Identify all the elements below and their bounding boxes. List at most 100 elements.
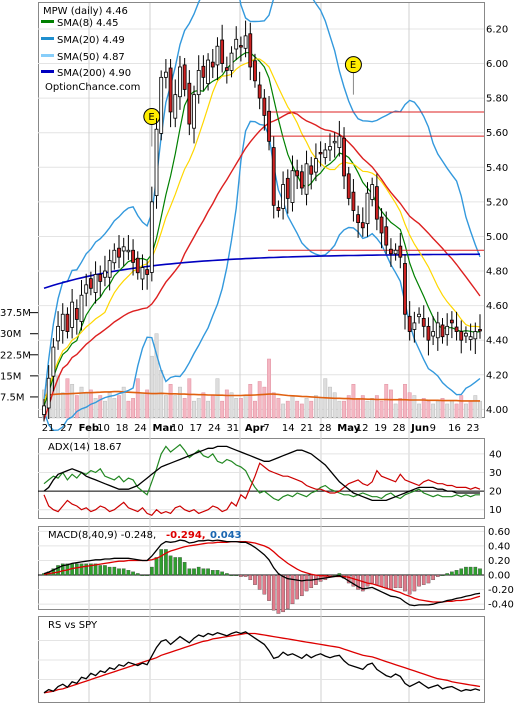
volume-bar xyxy=(309,400,314,419)
volume-bar xyxy=(342,400,346,419)
candle-body xyxy=(224,67,229,71)
volume-bar xyxy=(178,386,182,419)
x-tick-label: May xyxy=(337,423,360,434)
macd-histogram-bar xyxy=(271,574,276,611)
candle-body xyxy=(173,94,178,119)
macd-tick-label: 0.20 xyxy=(488,556,510,567)
volume-bar xyxy=(257,381,262,419)
chart-title: MPW (daily) 4.46 xyxy=(43,6,128,17)
macd-histogram-bar xyxy=(243,574,248,577)
volume-bar xyxy=(84,392,89,419)
macd-histogram-bar xyxy=(285,574,290,609)
volume-bar xyxy=(173,395,178,419)
x-tick-label: 18 xyxy=(116,423,129,434)
candle-body xyxy=(51,346,56,377)
sma8-line xyxy=(43,52,481,407)
candle-body xyxy=(159,76,164,134)
candle-body xyxy=(276,206,281,211)
candle-body xyxy=(70,301,75,328)
volume-bar xyxy=(417,403,421,419)
candle-body xyxy=(295,170,300,177)
candle-body xyxy=(154,128,159,197)
volume-bar xyxy=(360,395,365,419)
volume-bar xyxy=(332,392,337,419)
volume-bar xyxy=(253,400,257,419)
candle-body xyxy=(135,257,140,274)
volume-bar xyxy=(60,392,65,419)
macd-histogram-bar xyxy=(103,565,107,576)
volume-bar xyxy=(398,398,403,419)
candle-body xyxy=(393,249,398,255)
volume-bar xyxy=(356,398,361,419)
x-tick-label: 23 xyxy=(467,423,480,434)
macd-histogram-bar xyxy=(182,562,187,576)
macd-histogram-bar xyxy=(60,563,65,576)
macd-line xyxy=(43,539,481,607)
x-tick-label: 17 xyxy=(189,423,202,434)
volume-bar xyxy=(290,395,295,419)
candle-body xyxy=(478,329,482,332)
adx-tick-label: 40 xyxy=(489,449,502,460)
volume-tick-label: 7.5M xyxy=(0,392,25,403)
volume-tick-label: 22.5M xyxy=(0,350,31,361)
price-tick-label: 4.80 xyxy=(486,267,508,278)
macd-histogram-bar xyxy=(356,574,360,590)
macd-tick-label: 0.40 xyxy=(488,541,510,552)
macd-histogram-bar xyxy=(375,574,379,585)
macd-histogram-bar xyxy=(248,574,253,581)
macd-histogram-bar xyxy=(89,563,93,576)
macd-histogram-bar xyxy=(421,574,426,585)
macd-histogram-bar xyxy=(131,571,135,576)
candle-body xyxy=(356,214,361,224)
macd-histogram-bar xyxy=(384,574,389,589)
price-tick-label: 5.60 xyxy=(486,128,508,139)
candle-body xyxy=(464,332,468,337)
volume-bar xyxy=(370,398,375,419)
volume-bar xyxy=(318,398,323,419)
macd-histogram-bar xyxy=(79,563,84,576)
price-tick-label: 4.40 xyxy=(486,336,508,347)
macd-histogram-bar xyxy=(435,574,440,577)
candle-body xyxy=(407,315,412,332)
candle-body xyxy=(206,59,210,84)
candle-body xyxy=(243,35,248,49)
candle-body xyxy=(379,216,384,234)
x-tick-label: 24 xyxy=(134,423,147,434)
volume-bar xyxy=(374,395,379,419)
price-tick-label: 4.60 xyxy=(486,301,508,312)
candle-body xyxy=(46,377,51,409)
volume-bar xyxy=(192,400,196,419)
volume-bar xyxy=(299,403,304,419)
candle-body xyxy=(248,33,253,68)
volume-bar xyxy=(65,378,70,419)
candle-body xyxy=(42,405,46,415)
x-tick-label: 10 xyxy=(97,423,110,434)
volume-bar xyxy=(140,392,145,419)
volume-bar xyxy=(379,400,384,419)
macd-histogram-bar xyxy=(450,571,454,576)
candle-body xyxy=(178,66,182,98)
macd-histogram-bar xyxy=(84,563,89,576)
macd-histogram-bar xyxy=(201,568,206,576)
macd-histogram-bar xyxy=(464,566,468,576)
macd-histogram-bar xyxy=(478,568,482,576)
x-tick-label: 28 xyxy=(319,423,332,434)
candle-body xyxy=(107,260,112,278)
macd-histogram-bar xyxy=(239,574,243,577)
macd-histogram-bar xyxy=(473,566,478,576)
volume-bar xyxy=(351,384,356,419)
adx-label: ADX(14) 18.67 xyxy=(48,442,122,453)
grid-layer xyxy=(38,3,484,702)
candle-body xyxy=(370,184,375,200)
macd-histogram-bar xyxy=(304,574,309,592)
volume-bar xyxy=(74,395,79,419)
macd-histogram-bar xyxy=(351,574,356,587)
adx-tick-label: 20 xyxy=(489,487,502,498)
volume-bar xyxy=(459,395,464,419)
volume-bar xyxy=(271,392,276,419)
x-tick-label: 24 xyxy=(208,423,221,434)
candle-body xyxy=(56,325,60,342)
price-panel-frame xyxy=(38,2,485,418)
candle-body xyxy=(346,173,351,199)
volume-bar xyxy=(412,395,417,419)
